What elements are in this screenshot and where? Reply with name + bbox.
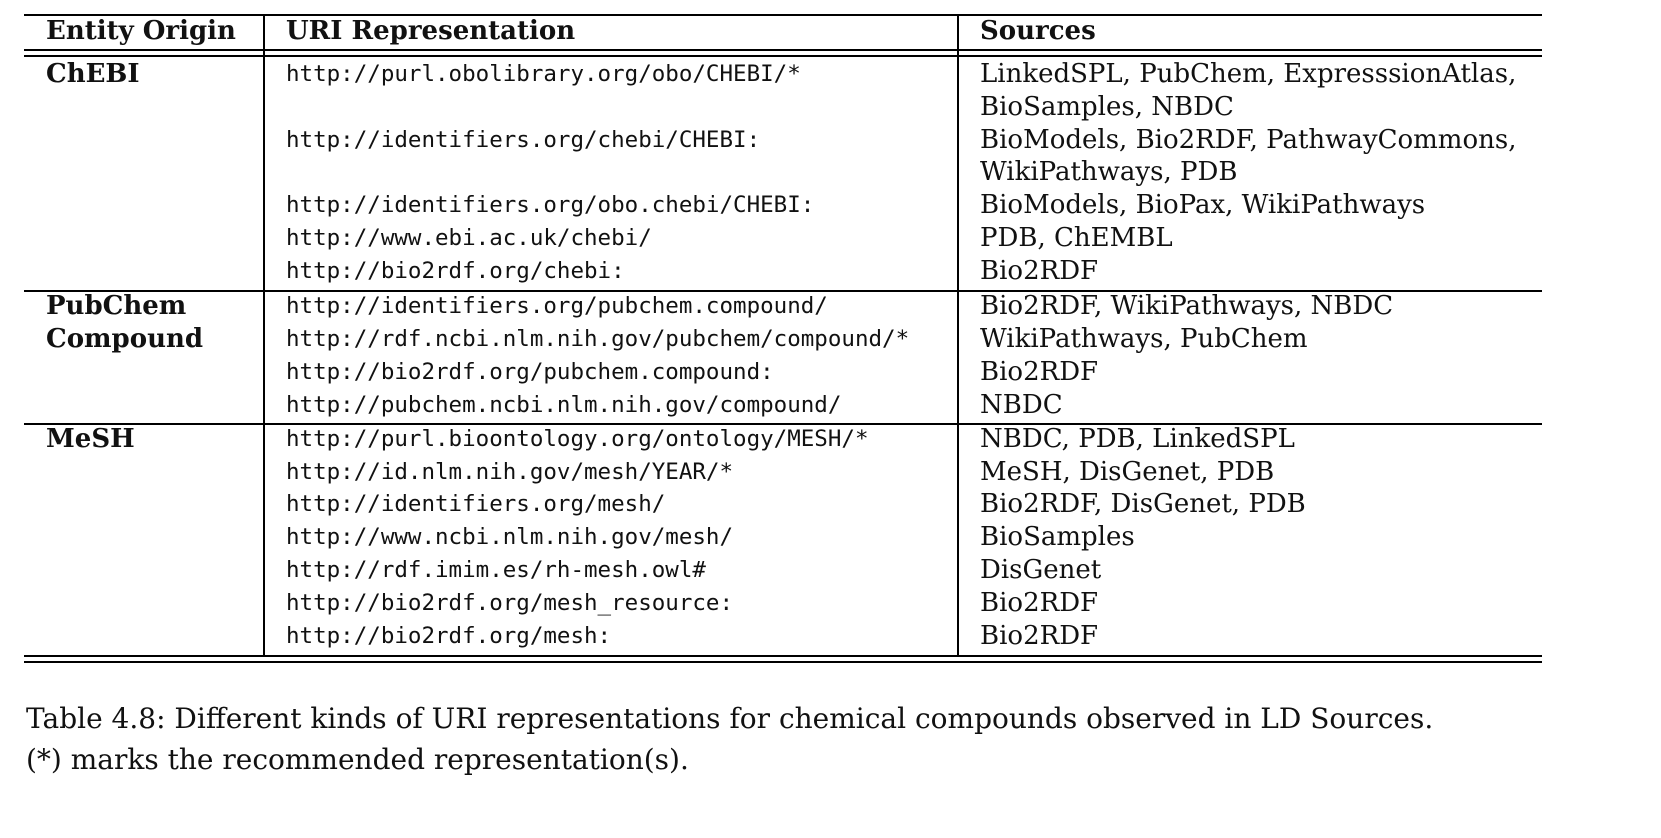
- sources-cell: Bio2RDF: [980, 357, 1099, 387]
- sources-cell: WikiPathways, PDB: [980, 157, 1238, 187]
- uri-cell: http://identifiers.org/mesh/: [286, 491, 666, 517]
- sources-cell: DisGenet: [980, 555, 1102, 585]
- uri-cell: http://bio2rdf.org/pubchem.compound:: [286, 359, 774, 385]
- header-sources: Sources: [980, 16, 1096, 46]
- sources-cell: Bio2RDF: [980, 588, 1099, 618]
- caption-line-1: Table 4.8: Different kinds of URI repres…: [26, 702, 1434, 735]
- group-separator-rule: [24, 290, 1542, 292]
- sources-cell: Bio2RDF, DisGenet, PDB: [980, 489, 1306, 519]
- table-caption: Table 4.8: Different kinds of URI repres…: [26, 698, 1546, 780]
- column-separator-1: [263, 14, 265, 655]
- uri-cell: http://bio2rdf.org/mesh_resource:: [286, 590, 734, 616]
- sources-cell: BioModels, Bio2RDF, PathwayCommons,: [980, 125, 1517, 155]
- caption-line-2: (*) marks the recommended representation…: [26, 743, 689, 776]
- uri-cell: http://pubchem.ncbi.nlm.nih.gov/compound…: [286, 392, 842, 418]
- column-separator-2: [957, 14, 959, 655]
- table-bottom-rule-lower: [24, 661, 1542, 663]
- sources-cell: Bio2RDF: [980, 256, 1099, 286]
- sources-cell: NBDC, PDB, LinkedSPL: [980, 424, 1295, 454]
- header-uri-representation: URI Representation: [286, 16, 576, 46]
- sources-cell: BioSamples: [980, 522, 1135, 552]
- header-rule-lower: [24, 55, 1542, 57]
- sources-cell: Bio2RDF: [980, 621, 1099, 651]
- sources-cell: WikiPathways, PubChem: [980, 324, 1308, 354]
- sources-cell: Bio2RDF, WikiPathways, NBDC: [980, 291, 1394, 321]
- uri-cell: http://bio2rdf.org/mesh:: [286, 623, 612, 649]
- uri-cell: http://www.ncbi.nlm.nih.gov/mesh/: [286, 524, 734, 550]
- uri-cell: http://purl.obolibrary.org/obo/CHEBI/*: [286, 61, 801, 87]
- origin-pubchem-line1: PubChem: [46, 291, 187, 321]
- header-rule-upper: [24, 49, 1542, 51]
- uri-cell: http://identifiers.org/chebi/CHEBI:: [286, 127, 761, 153]
- uri-cell: http://identifiers.org/pubchem.compound/: [286, 293, 828, 319]
- group-separator-rule: [24, 423, 1542, 425]
- sources-cell: NBDC: [980, 390, 1063, 420]
- table-top-rule: [24, 14, 1542, 16]
- origin-pubchem-line2: Compound: [46, 324, 204, 354]
- uri-cell: http://rdf.ncbi.nlm.nih.gov/pubchem/comp…: [286, 326, 910, 352]
- sources-cell: LinkedSPL, PubChem, ExpresssionAtlas,: [980, 59, 1517, 89]
- uri-cell: http://bio2rdf.org/chebi:: [286, 258, 625, 284]
- uri-cell: http://id.nlm.nih.gov/mesh/YEAR/*: [286, 459, 734, 485]
- sources-cell: BioModels, BioPax, WikiPathways: [980, 190, 1426, 220]
- header-entity-origin: Entity Origin: [46, 16, 236, 46]
- origin-chebi: ChEBI: [46, 59, 140, 89]
- sources-cell: PDB, ChEMBL: [980, 223, 1173, 253]
- uri-cell: http://identifiers.org/obo.chebi/CHEBI:: [286, 192, 815, 218]
- table-bottom-rule-upper: [24, 655, 1542, 657]
- sources-cell: MeSH, DisGenet, PDB: [980, 457, 1275, 487]
- uri-cell: http://www.ebi.ac.uk/chebi/: [286, 225, 652, 251]
- uri-cell: http://rdf.imim.es/rh-mesh.owl#: [286, 557, 706, 583]
- origin-mesh: MeSH: [46, 424, 135, 454]
- sources-cell: BioSamples, NBDC: [980, 92, 1234, 122]
- uri-cell: http://purl.bioontology.org/ontology/MES…: [286, 426, 869, 452]
